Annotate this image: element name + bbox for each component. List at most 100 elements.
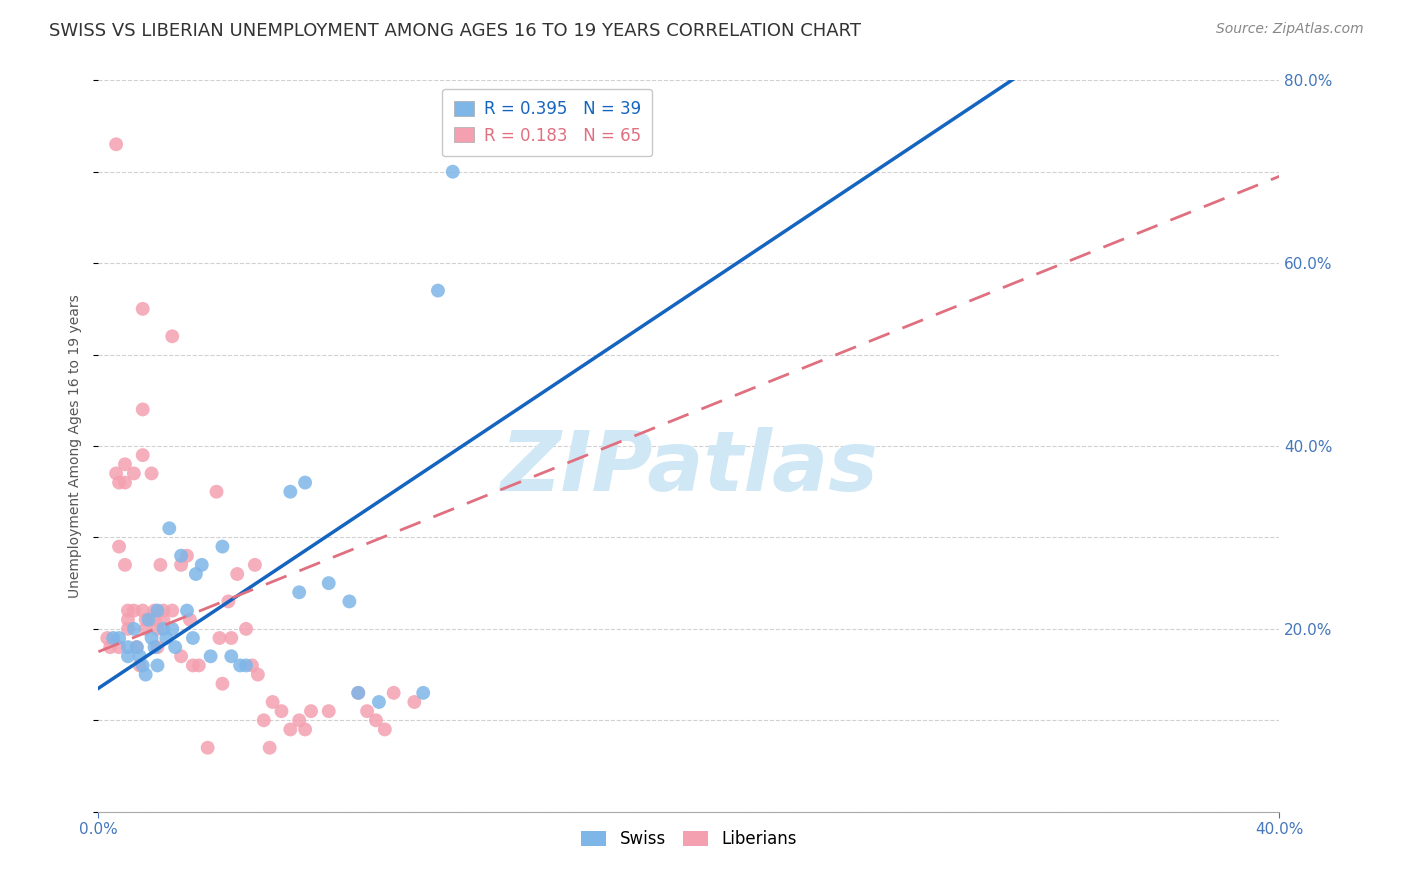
Point xyxy=(98,640,121,655)
Point xyxy=(105,467,128,481)
Point xyxy=(146,603,169,617)
Point xyxy=(117,640,139,655)
Point xyxy=(117,613,139,627)
Point xyxy=(235,622,257,636)
Legend: Swiss, Liberians: Swiss, Liberians xyxy=(575,823,803,855)
Point xyxy=(246,667,269,681)
Point xyxy=(162,329,183,343)
Point xyxy=(339,594,361,608)
Point xyxy=(318,576,340,591)
Y-axis label: Unemployment Among Ages 16 to 19 years: Unemployment Among Ages 16 to 19 years xyxy=(69,294,83,598)
Point xyxy=(125,640,148,655)
Point xyxy=(170,549,193,563)
Point xyxy=(108,631,131,645)
Point xyxy=(235,658,257,673)
Point xyxy=(368,695,391,709)
Point xyxy=(288,714,311,728)
Point xyxy=(205,484,228,499)
Point xyxy=(143,603,166,617)
Point xyxy=(122,603,145,617)
Point xyxy=(356,704,378,718)
Point xyxy=(176,549,198,563)
Point xyxy=(259,740,281,755)
Point xyxy=(412,686,434,700)
Point xyxy=(141,467,163,481)
Point xyxy=(122,467,145,481)
Point xyxy=(253,714,276,728)
Point xyxy=(162,603,183,617)
Point xyxy=(143,613,166,627)
Point xyxy=(187,658,209,673)
Point xyxy=(155,631,177,645)
Point xyxy=(221,649,243,664)
Point xyxy=(179,613,201,627)
Point xyxy=(280,484,302,499)
Point xyxy=(146,640,169,655)
Point xyxy=(132,658,155,673)
Point xyxy=(211,676,233,690)
Point xyxy=(165,640,187,655)
Point xyxy=(170,558,193,572)
Point xyxy=(114,558,136,572)
Point xyxy=(135,613,157,627)
Point xyxy=(262,695,284,709)
Point xyxy=(176,603,198,617)
Point xyxy=(318,704,340,718)
Point xyxy=(117,649,139,664)
Point xyxy=(128,649,150,664)
Point xyxy=(299,704,322,718)
Point xyxy=(114,457,136,471)
Point xyxy=(132,301,155,316)
Point xyxy=(117,603,139,617)
Point xyxy=(427,284,450,298)
Point xyxy=(135,622,157,636)
Point xyxy=(152,613,174,627)
Point xyxy=(191,558,214,572)
Point xyxy=(108,640,131,655)
Point xyxy=(217,594,239,608)
Point xyxy=(229,658,252,673)
Point xyxy=(108,475,131,490)
Point xyxy=(146,622,169,636)
Point xyxy=(141,631,163,645)
Point xyxy=(138,613,160,627)
Point xyxy=(135,667,157,681)
Point xyxy=(294,723,316,737)
Text: SWISS VS LIBERIAN UNEMPLOYMENT AMONG AGES 16 TO 19 YEARS CORRELATION CHART: SWISS VS LIBERIAN UNEMPLOYMENT AMONG AGE… xyxy=(49,22,862,40)
Point xyxy=(347,686,370,700)
Point xyxy=(96,631,118,645)
Point xyxy=(441,164,464,178)
Point xyxy=(122,622,145,636)
Point xyxy=(152,622,174,636)
Point xyxy=(128,658,150,673)
Point xyxy=(294,475,316,490)
Point xyxy=(143,640,166,655)
Point xyxy=(132,402,155,417)
Point xyxy=(162,622,183,636)
Point xyxy=(103,631,125,645)
Point xyxy=(105,137,128,152)
Point xyxy=(149,558,172,572)
Point xyxy=(146,658,169,673)
Point xyxy=(114,475,136,490)
Point xyxy=(288,585,311,599)
Point xyxy=(200,649,222,664)
Point xyxy=(347,686,370,700)
Point xyxy=(157,521,180,535)
Point xyxy=(240,658,263,673)
Point xyxy=(125,640,148,655)
Point xyxy=(211,540,233,554)
Point xyxy=(170,649,193,664)
Point xyxy=(382,686,405,700)
Text: Source: ZipAtlas.com: Source: ZipAtlas.com xyxy=(1216,22,1364,37)
Point xyxy=(208,631,231,645)
Point xyxy=(181,631,204,645)
Point xyxy=(243,558,266,572)
Point xyxy=(108,540,131,554)
Point xyxy=(374,723,396,737)
Point xyxy=(181,658,204,673)
Point xyxy=(280,723,302,737)
Point xyxy=(364,714,387,728)
Point xyxy=(404,695,426,709)
Text: ZIPatlas: ZIPatlas xyxy=(501,427,877,508)
